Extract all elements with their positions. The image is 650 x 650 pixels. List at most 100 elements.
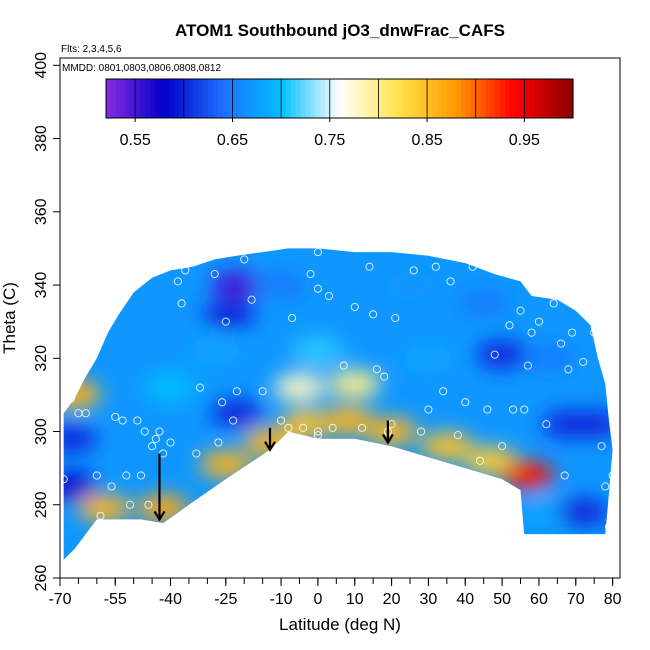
field-hotspot-1	[137, 494, 190, 523]
field-hotspot-22	[476, 340, 529, 369]
colorbar-segment-48	[339, 79, 345, 118]
colorbar-segment-45	[324, 79, 331, 118]
x-tick-label: 0	[313, 591, 322, 608]
sample-point-22	[181, 266, 190, 275]
colorbar-segment-41	[305, 79, 311, 118]
colorbar-segment-66	[427, 79, 433, 118]
colorbar-segment-62	[407, 79, 414, 118]
colorbar-segment-91	[548, 79, 555, 118]
sample-point-63	[468, 262, 477, 271]
colorbar-segment-27	[237, 79, 243, 118]
colorbar-segment-20	[203, 79, 209, 118]
field-hotspot-0	[78, 494, 131, 523]
sample-point-61	[453, 431, 462, 440]
sample-point-8	[118, 416, 127, 425]
flights-note: Flts: 2,3,4,5,6	[61, 44, 122, 55]
sample-point-41	[313, 427, 322, 436]
sample-point-71	[520, 405, 529, 414]
colorbar-segment-39	[295, 79, 302, 118]
colorbar-tick-label: 0.95	[509, 132, 540, 149]
colorbar-segment-15	[178, 79, 185, 118]
colorbar-segment-14	[174, 79, 180, 118]
sample-point-27	[218, 398, 227, 407]
x-tick-label: 70	[567, 591, 585, 608]
sample-point-69	[509, 405, 518, 414]
sample-point-40	[313, 284, 322, 293]
colorbar-segment-64	[417, 79, 423, 118]
colorbar-segment-32	[261, 79, 268, 118]
sample-point-42	[313, 431, 322, 440]
colorbar-segment-60	[397, 79, 404, 118]
sample-point-14	[144, 500, 153, 509]
x-tick-label: 20	[383, 591, 401, 608]
field-hotspot-31	[557, 498, 610, 527]
colorbar-segment-49	[344, 79, 350, 118]
sample-point-35	[284, 423, 293, 432]
sample-point-73	[527, 328, 536, 337]
colorbar-segment-77	[480, 79, 487, 118]
colorbar-segment-87	[529, 79, 535, 118]
colorbar-segment-42	[310, 79, 316, 118]
field-hotspot-18	[203, 300, 256, 329]
sample-point-5	[96, 511, 105, 520]
x-tick-label: 40	[456, 591, 474, 608]
sample-point-81	[579, 357, 588, 366]
sample-point-3	[81, 409, 90, 418]
colorbar-segment-36	[281, 79, 287, 118]
colorbar-segment-80	[495, 79, 501, 118]
field-hotspot-15	[188, 336, 241, 365]
colorbar-segment-47	[334, 79, 341, 118]
colorbar-segment-11	[159, 79, 165, 118]
colorbar-segment-34	[271, 79, 277, 118]
colorbar-segment-59	[393, 79, 399, 118]
field-hotspot-19	[210, 399, 263, 428]
sample-point-19	[166, 438, 175, 447]
sample-point-86	[604, 522, 613, 531]
sample-point-59	[439, 387, 448, 396]
colorbar-segment-74	[465, 79, 472, 118]
colorbar-segment-71	[451, 79, 457, 118]
sample-point-45	[339, 361, 348, 370]
sample-point-48	[365, 262, 374, 271]
sample-point-54	[391, 313, 400, 323]
colorbar-segment-38	[290, 79, 297, 118]
x-tick-label: 60	[530, 591, 548, 608]
colorbar-segment-84	[514, 79, 521, 118]
colorbar-segment-30	[251, 79, 258, 118]
sample-point-12	[137, 471, 146, 480]
sample-point-37	[299, 423, 308, 432]
dates-note: MMDD: 0801,0803,0806,0808,0812	[62, 63, 221, 74]
colorbar-segment-33	[266, 79, 272, 118]
sample-points	[59, 248, 617, 531]
field-hotspot-24	[542, 410, 595, 439]
colorbar-segment-56	[378, 79, 384, 118]
colorbar-tick-label: 0.85	[411, 132, 442, 149]
colorbar-segment-52	[358, 79, 365, 118]
field-hotspot-12	[273, 373, 326, 402]
colorbar-segment-46	[329, 79, 336, 118]
y-tick-label: 340	[33, 272, 50, 299]
field-hotspot-2	[199, 450, 252, 479]
sample-point-77	[557, 339, 566, 348]
sample-point-82	[590, 328, 599, 337]
colorbar-segment-67	[431, 79, 438, 118]
trend-arrows	[153, 420, 394, 522]
colorbar-segment-4	[125, 79, 131, 118]
colorbar-segment-63	[412, 79, 418, 118]
field-hotspot-26	[384, 271, 436, 300]
y-tick-label: 380	[33, 125, 50, 152]
sample-point-10	[125, 500, 135, 509]
x-tick-label: -40	[159, 591, 182, 608]
colorbar-segment-95	[568, 79, 574, 118]
plot-frame	[59, 57, 621, 579]
x-tick-label: -70	[48, 591, 71, 608]
sample-point-28	[221, 317, 230, 326]
colorbar-segment-17	[188, 79, 195, 118]
field-hotspot-9	[501, 461, 554, 490]
colorbar-segment-7	[140, 79, 146, 118]
chart-title: ATOM1 Southbound jO3_dnwFrac_CAFS	[175, 21, 505, 40]
sample-point-9	[122, 471, 131, 480]
sample-point-72	[523, 361, 532, 370]
field-hotspot-7	[420, 432, 473, 461]
